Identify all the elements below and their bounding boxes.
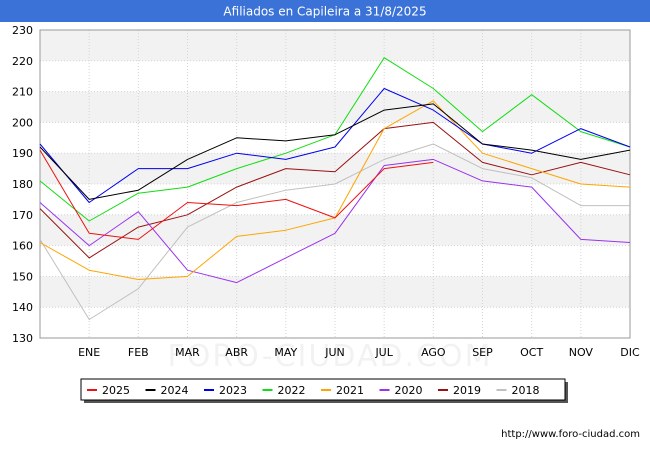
legend-label-2019: 2019 [453, 384, 481, 397]
y-tick-label: 190 [12, 147, 33, 160]
legend-items: 2025 2024 2023 2022 2021 2020 2019 2018 [87, 384, 540, 397]
y-tick-label: 200 [12, 116, 33, 129]
y-tick-label: 160 [12, 240, 33, 253]
x-tick-label: ABR [225, 346, 248, 359]
x-tick-label: AGO [421, 346, 446, 359]
legend-label-2020: 2020 [395, 384, 423, 397]
y-tick-label: 140 [12, 301, 33, 314]
y-tick-label: 130 [12, 332, 33, 345]
x-tick-label: JUN [324, 346, 345, 359]
x-tick-label: SEP [472, 346, 493, 359]
x-tick-label: MAR [175, 346, 200, 359]
x-tick-label: FEB [128, 346, 149, 359]
series-line-2023 [39, 88, 631, 203]
y-tick-label: 230 [12, 24, 33, 37]
watermark: FORO-CIUDAD.COM [168, 339, 493, 374]
series-lines [39, 57, 631, 320]
y-tick-label: 150 [12, 270, 33, 283]
y-tick-label: 220 [12, 55, 33, 68]
y-tick-label: 170 [12, 209, 33, 222]
series-line-2025 [39, 149, 434, 240]
x-tick-label: DIC [620, 346, 640, 359]
y-tick-label: 180 [12, 178, 33, 191]
y-tick-label: 210 [12, 86, 33, 99]
x-tick-label: MAY [274, 346, 297, 359]
series-line-2024 [39, 103, 631, 200]
legend-label-2023: 2023 [219, 384, 247, 397]
y-axis-ticks: 130 140 150 160 170 180 190 200 210 220 230 [12, 24, 33, 345]
x-tick-label: JUL [374, 346, 393, 359]
series-line-2022 [39, 57, 631, 222]
x-tick-label: ENE [78, 346, 100, 359]
series-line-2020 [39, 158, 631, 284]
legend-label-2018: 2018 [512, 384, 540, 397]
x-tick-label: OCT [520, 346, 543, 359]
legend-label-2022: 2022 [278, 384, 306, 397]
chart-title: Afiliados en Capileira a 31/8/2025 [223, 5, 426, 19]
x-axis-ticks: ENE FEB MAR ABR MAY JUN JUL AGO SEP OCT NOV DIC [78, 346, 640, 359]
footer-url[interactable]: http://www.foro-ciudad.com [501, 429, 640, 440]
legend: 2025 2024 2023 2022 2021 2020 2019 2018 [80, 378, 568, 403]
legend-label-2024: 2024 [161, 384, 189, 397]
legend-label-2021: 2021 [336, 384, 364, 397]
series-line-2018 [39, 143, 630, 320]
x-tick-label: NOV [569, 346, 594, 359]
title-bar [0, 0, 650, 22]
legend-label-2025: 2025 [102, 384, 130, 397]
plot-frame [39, 29, 631, 339]
series-line-2019 [39, 121, 631, 259]
